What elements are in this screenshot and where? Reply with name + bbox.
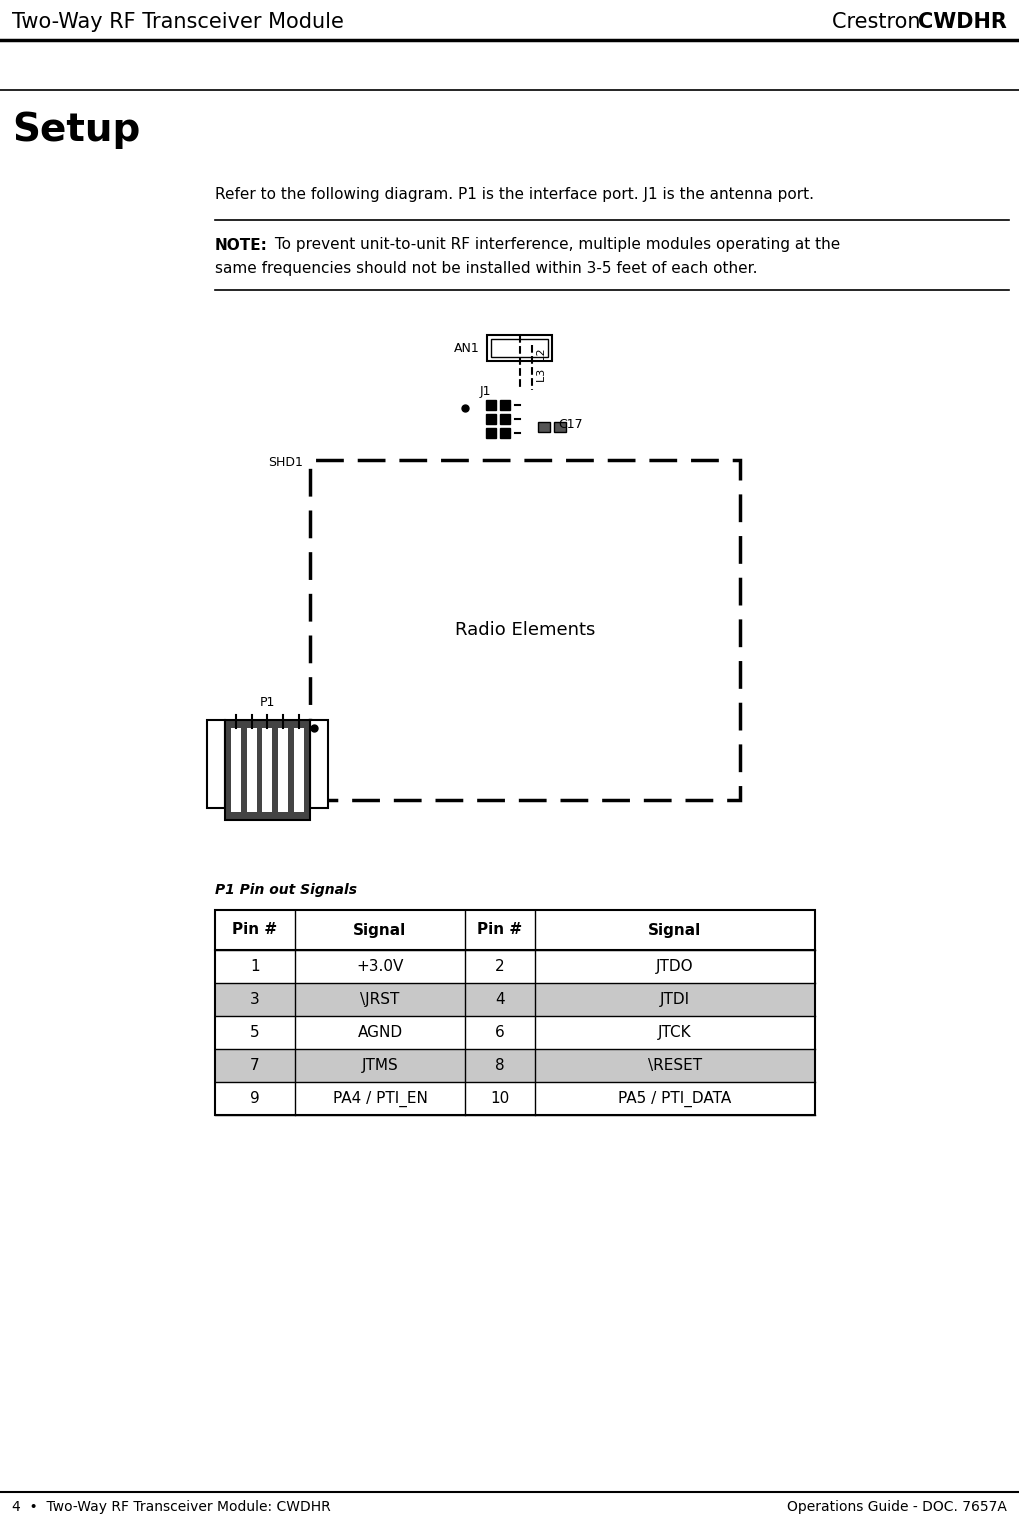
Text: Pin #: Pin # bbox=[478, 923, 523, 937]
Bar bbox=[247, 728, 257, 813]
Bar bbox=[500, 414, 510, 424]
Text: AN1: AN1 bbox=[454, 341, 480, 355]
Bar bbox=[486, 400, 496, 409]
Bar bbox=[215, 982, 815, 1016]
Bar bbox=[225, 720, 310, 820]
Text: 6: 6 bbox=[495, 1025, 504, 1040]
Bar bbox=[263, 728, 272, 813]
Bar bbox=[207, 720, 225, 808]
Text: JTMS: JTMS bbox=[362, 1058, 398, 1073]
Bar bbox=[486, 428, 496, 438]
Text: 3: 3 bbox=[250, 991, 260, 1007]
Bar bbox=[215, 1016, 815, 1049]
Text: 8: 8 bbox=[495, 1058, 504, 1073]
Text: \JRST: \JRST bbox=[361, 991, 399, 1007]
Text: 4  •  Two-Way RF Transceiver Module: CWDHR: 4 • Two-Way RF Transceiver Module: CWDHR bbox=[12, 1499, 331, 1514]
Text: Two-Way RF Transceiver Module: Two-Way RF Transceiver Module bbox=[12, 12, 343, 32]
Text: To prevent unit-to-unit RF interference, multiple modules operating at the: To prevent unit-to-unit RF interference,… bbox=[270, 238, 841, 253]
Text: C17: C17 bbox=[558, 418, 583, 432]
Text: Operations Guide - DOC. 7657A: Operations Guide - DOC. 7657A bbox=[787, 1499, 1007, 1514]
Text: 10: 10 bbox=[490, 1092, 510, 1107]
Text: L3  L2: L3 L2 bbox=[537, 349, 547, 382]
Text: SHD1: SHD1 bbox=[268, 456, 303, 470]
Text: CWDHR: CWDHR bbox=[918, 12, 1007, 32]
Text: Signal: Signal bbox=[354, 923, 407, 937]
Bar bbox=[231, 728, 240, 813]
Text: +3.0V: +3.0V bbox=[357, 960, 404, 973]
Bar bbox=[310, 459, 740, 800]
Bar bbox=[215, 910, 815, 1114]
Text: Radio Elements: Radio Elements bbox=[454, 622, 595, 640]
Text: 1: 1 bbox=[251, 960, 260, 973]
Text: J1: J1 bbox=[479, 385, 491, 399]
Bar bbox=[215, 910, 815, 951]
Bar bbox=[491, 340, 548, 356]
Text: P1 Pin out Signals: P1 Pin out Signals bbox=[215, 882, 357, 897]
Bar bbox=[554, 421, 566, 432]
Text: NOTE:: NOTE: bbox=[215, 238, 268, 253]
Bar bbox=[486, 414, 496, 424]
Text: 4: 4 bbox=[495, 991, 504, 1007]
Text: 9: 9 bbox=[250, 1092, 260, 1107]
Text: same frequencies should not be installed within 3-5 feet of each other.: same frequencies should not be installed… bbox=[215, 261, 757, 276]
Bar bbox=[215, 1082, 815, 1114]
Text: 2: 2 bbox=[495, 960, 504, 973]
Bar bbox=[500, 428, 510, 438]
Bar bbox=[294, 728, 304, 813]
Text: PA5 / PTI_DATA: PA5 / PTI_DATA bbox=[619, 1090, 732, 1107]
Text: Pin #: Pin # bbox=[232, 923, 277, 937]
Text: JTDI: JTDI bbox=[660, 991, 690, 1007]
Bar bbox=[215, 1049, 815, 1082]
Text: Setup: Setup bbox=[12, 111, 141, 149]
Text: JTCK: JTCK bbox=[658, 1025, 692, 1040]
Text: AGND: AGND bbox=[358, 1025, 403, 1040]
Bar bbox=[487, 335, 552, 361]
Bar bbox=[310, 720, 328, 808]
Text: JTDO: JTDO bbox=[656, 960, 694, 973]
Text: Refer to the following diagram. P1 is the interface port. J1 is the antenna port: Refer to the following diagram. P1 is th… bbox=[215, 188, 814, 203]
Text: 5: 5 bbox=[251, 1025, 260, 1040]
Bar bbox=[278, 728, 288, 813]
Bar bbox=[500, 400, 510, 409]
Bar bbox=[215, 951, 815, 982]
Text: Crestron: Crestron bbox=[832, 12, 927, 32]
Text: P1: P1 bbox=[260, 696, 275, 708]
Text: Signal: Signal bbox=[648, 923, 702, 937]
Text: 7: 7 bbox=[251, 1058, 260, 1073]
Bar bbox=[538, 421, 550, 432]
Text: PA4 / PTI_EN: PA4 / PTI_EN bbox=[332, 1090, 427, 1107]
Text: \RESET: \RESET bbox=[648, 1058, 702, 1073]
